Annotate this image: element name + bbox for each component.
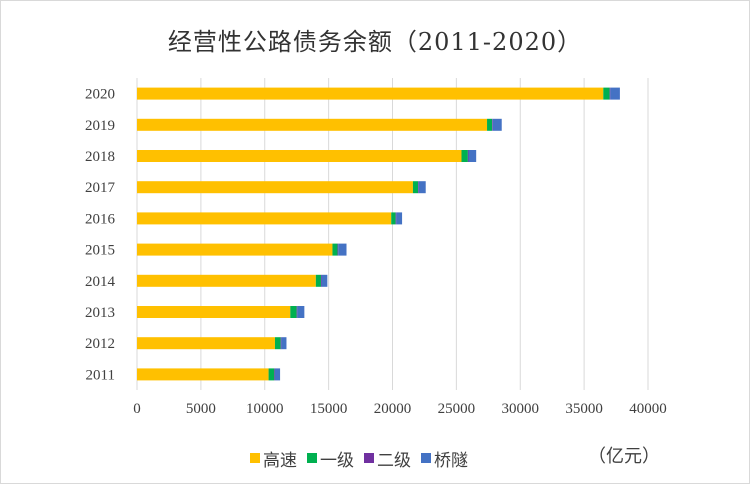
bar-segment bbox=[315, 274, 321, 287]
bar-segment bbox=[492, 118, 493, 131]
legend-label: 桥隧 bbox=[434, 450, 468, 471]
bar-segment bbox=[137, 118, 488, 131]
x-tick-label: 40000 bbox=[629, 401, 667, 417]
bar-segment bbox=[137, 181, 413, 194]
bar-segment bbox=[395, 212, 397, 225]
bar-segment bbox=[274, 368, 281, 381]
bar-segment bbox=[137, 337, 275, 350]
bar-segment bbox=[281, 337, 287, 350]
x-tick-label: 0 bbox=[133, 401, 141, 417]
legend-item: 桥隧 bbox=[421, 446, 468, 471]
y-tick-label: 2017 bbox=[85, 180, 116, 196]
chart-legend: 高速 一级 二级 桥隧 bbox=[250, 446, 478, 471]
bar-segment bbox=[297, 306, 305, 318]
legend-item: 高速 bbox=[250, 446, 297, 471]
bar-segment bbox=[487, 118, 493, 131]
y-tick-label: 2020 bbox=[85, 87, 115, 103]
legend-label: 高速 bbox=[263, 450, 297, 471]
legend-label: 一级 bbox=[320, 450, 354, 471]
bar-segment bbox=[137, 212, 392, 225]
bar-segment bbox=[412, 181, 419, 194]
bar-segment bbox=[332, 243, 338, 256]
y-tick-label: 2014 bbox=[85, 274, 116, 290]
y-tick-label: 2015 bbox=[85, 243, 115, 259]
bar-segment bbox=[274, 337, 281, 350]
x-tick-label: 10000 bbox=[246, 401, 284, 417]
bar-segment bbox=[268, 368, 275, 381]
bar-segment bbox=[137, 306, 291, 318]
y-axis-labels: 2011 2012 2013 2014 2015 2016 2017 2018 2019 2020 bbox=[85, 87, 116, 384]
bar-segment bbox=[137, 87, 604, 100]
bar-segment bbox=[320, 274, 322, 287]
bar-segment bbox=[418, 181, 419, 194]
bar-segment bbox=[391, 212, 396, 225]
unit-label: （亿元） bbox=[588, 446, 660, 467]
bar-segment bbox=[274, 368, 275, 381]
bar-segment bbox=[492, 118, 502, 131]
x-tick-label: 25000 bbox=[438, 401, 476, 417]
bar-segment bbox=[610, 87, 620, 100]
bar-segment bbox=[467, 150, 469, 162]
x-tick-label: 5000 bbox=[186, 401, 216, 417]
legend-swatch bbox=[250, 453, 260, 463]
x-tick-label: 35000 bbox=[565, 401, 603, 417]
y-tick-label: 2011 bbox=[86, 367, 115, 383]
legend-item: 二级 bbox=[364, 446, 411, 471]
bar-segment bbox=[137, 243, 333, 256]
bar-segment bbox=[280, 337, 282, 350]
bar-segment bbox=[418, 181, 426, 194]
legend-swatch bbox=[364, 453, 374, 463]
bar-segment bbox=[137, 274, 316, 287]
bar-segment bbox=[296, 306, 298, 318]
y-tick-label: 2019 bbox=[85, 118, 115, 134]
bar-segment bbox=[337, 243, 339, 256]
x-tick-label: 30000 bbox=[502, 401, 540, 417]
bar-segment bbox=[468, 150, 477, 162]
bar-segment bbox=[603, 87, 610, 100]
bar-segment bbox=[461, 150, 468, 162]
y-tick-label: 2018 bbox=[85, 149, 115, 165]
legend-swatch bbox=[307, 453, 317, 463]
x-axis-labels: 0 5000 10000 15000 20000 25000 30000 35000 40000 bbox=[133, 401, 667, 417]
bar-segment bbox=[137, 150, 462, 162]
legend-label: 二级 bbox=[377, 450, 411, 471]
x-tick-label: 15000 bbox=[310, 401, 348, 417]
bar-segment bbox=[321, 274, 328, 287]
bar-segment bbox=[609, 87, 611, 100]
bar-segment bbox=[338, 243, 347, 256]
y-tick-label: 2012 bbox=[85, 336, 115, 352]
chart-title: 经营性公路债务余额（2011-2020） bbox=[167, 28, 583, 56]
bar-segment bbox=[290, 306, 297, 318]
y-tick-label: 2013 bbox=[85, 305, 115, 321]
bar-series bbox=[137, 87, 620, 381]
bar-segment bbox=[396, 212, 403, 225]
x-tick-label: 20000 bbox=[374, 401, 412, 417]
bar-segment bbox=[137, 368, 269, 381]
y-tick-label: 2016 bbox=[85, 211, 116, 227]
legend-swatch bbox=[421, 453, 431, 463]
legend-item: 一级 bbox=[307, 446, 354, 471]
